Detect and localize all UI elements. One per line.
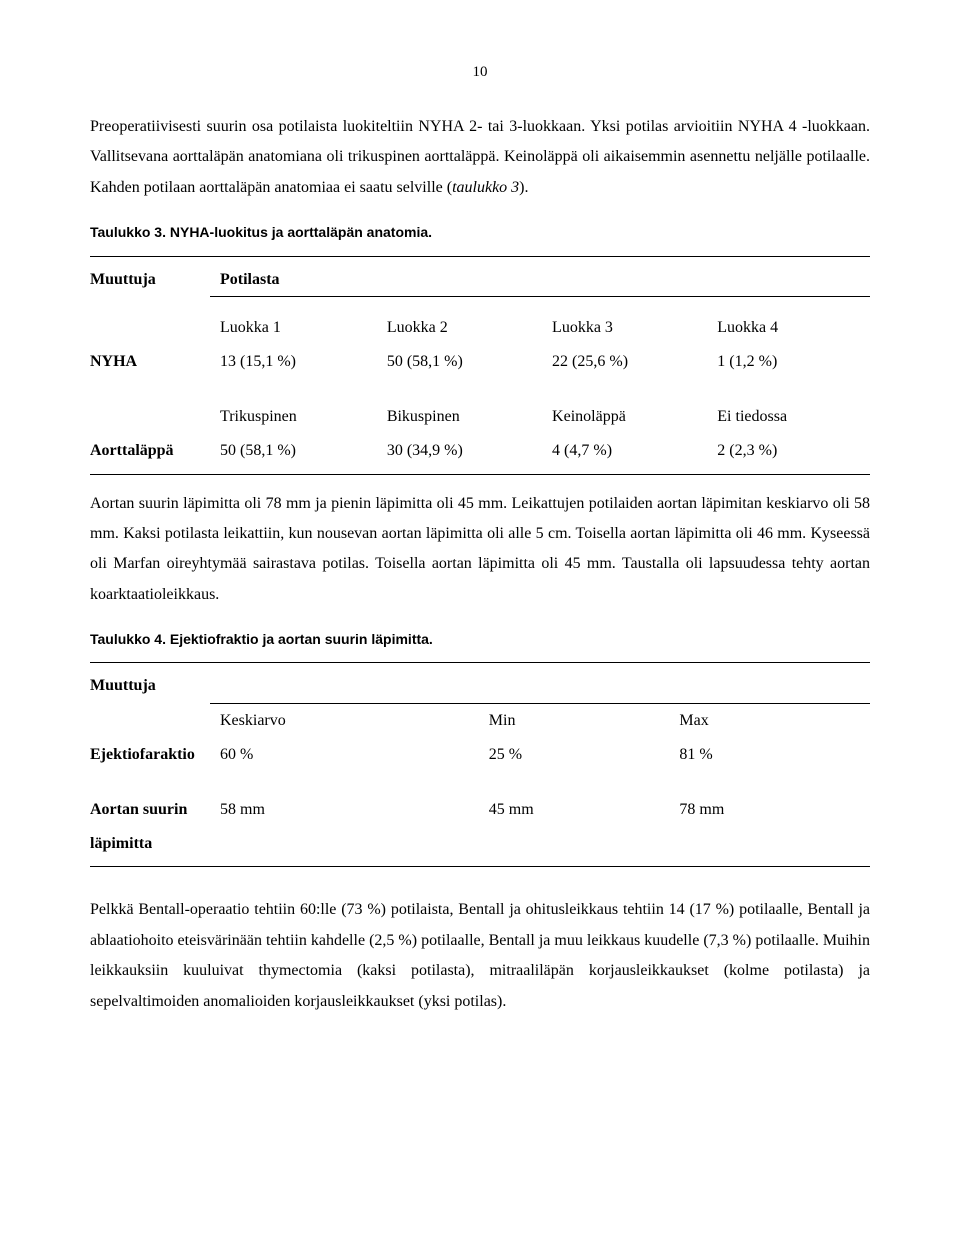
table4-caption: Taulukko 4. Ejektiofraktio ja aortan suu… [90,628,870,650]
table3-header-var: Muuttuja [90,263,220,297]
table4-header: Muuttuja [90,669,870,703]
table4-row2-label-b: läpimitta [90,827,220,861]
table-cell: 4 (4,7 %) [552,434,717,468]
table-cell: Luokka 1 [220,311,387,345]
table-cell: 22 (25,6 %) [552,345,717,379]
table-cell: Luokka 4 [717,311,870,345]
table-cell: Ei tiedossa [717,400,870,434]
para1-tail: ). [519,179,528,196]
table-cell: Luokka 2 [387,311,552,345]
table4-row2-label-a: Aortan suurin [90,793,220,827]
paragraph-2: Aortan suurin läpimitta oli 78 mm ja pie… [90,489,870,611]
table-row: Aorttaläppä Trikuspinen Bikuspinen Keino… [90,400,870,434]
table-cell: Bikuspinen [387,400,552,434]
paragraph-3: Pelkkä Bentall-operaatio tehtiin 60:lle … [90,895,870,1017]
table3-header: Muuttuja Potilasta [90,263,870,297]
table3-aortta-label: Aorttaläppä [90,400,220,467]
table3-header-pot: Potilasta [220,263,870,297]
table-cell: 50 (58,1 %) [220,434,387,468]
table-cell: Max [679,704,870,738]
table-cell: 60 % [220,738,489,772]
table-cell: 30 (34,9 %) [387,434,552,468]
table-cell: Keinoläppä [552,400,717,434]
table3-nyha-label: NYHA [90,311,220,378]
table-cell: 2 (2,3 %) [717,434,870,468]
table-cell: 45 mm [489,793,680,827]
table-cell: Luokka 3 [552,311,717,345]
table-cell: 25 % [489,738,680,772]
table-row: Aortan suurin 58 mm 45 mm 78 mm [90,793,870,827]
table4-header-var: Muuttuja [90,669,220,703]
table3-body: NYHA Luokka 1 Luokka 2 Luokka 3 Luokka 4… [90,311,870,467]
table-cell: 13 (15,1 %) [220,345,387,379]
table4-body: Ejektiofaraktio Keskiarvo Min Max 60 % 2… [90,704,870,860]
table3-caption: Taulukko 3. NYHA-luokitus ja aorttaläpän… [90,221,870,243]
para1-italic: taulukko 3 [452,179,519,196]
table-cell: Min [489,704,680,738]
table4-row1-label: Ejektiofaraktio [90,704,220,771]
table-cell: 78 mm [679,793,870,827]
table-cell: Keskiarvo [220,704,489,738]
table-cell: 81 % [679,738,870,772]
table-row: NYHA Luokka 1 Luokka 2 Luokka 3 Luokka 4 [90,311,870,345]
table-row: Ejektiofaraktio Keskiarvo Min Max [90,704,870,738]
table-cell: Trikuspinen [220,400,387,434]
paragraph-1: Preoperatiivisesti suurin osa potilaista… [90,112,870,203]
page-number: 10 [90,60,870,84]
table-cell: 58 mm [220,793,489,827]
table-cell: 50 (58,1 %) [387,345,552,379]
table-row: läpimitta [90,827,870,861]
table-cell: 1 (1,2 %) [717,345,870,379]
